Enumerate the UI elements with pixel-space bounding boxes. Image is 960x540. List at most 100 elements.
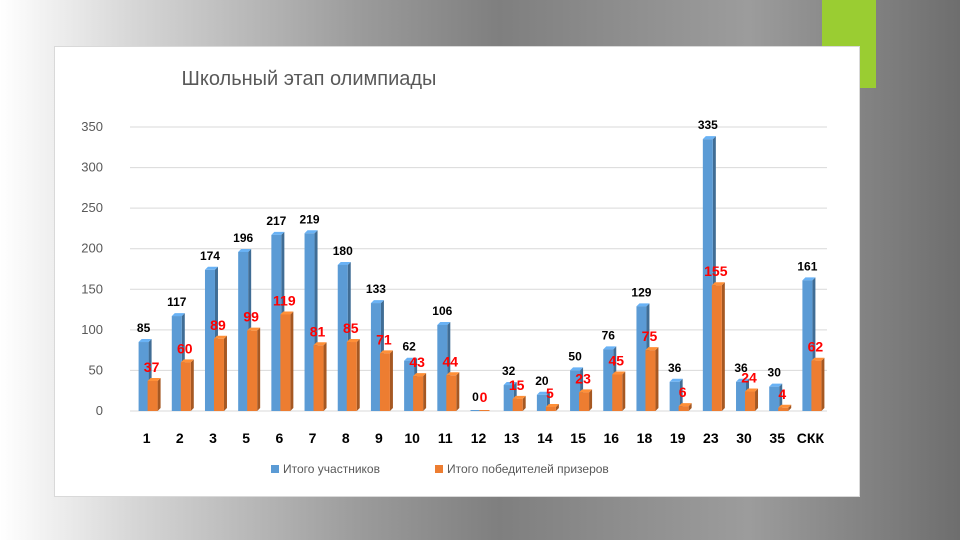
bar-winners [379,350,393,411]
data-label-participants: 335 [698,118,718,132]
bar-winners [745,388,759,411]
legend: Итого участников Итого победителей призе… [271,462,609,476]
y-axis: 0 50 100 150 200 250 300 350 [81,119,103,418]
bar-winners [512,395,526,411]
bar-winners [612,371,626,411]
data-label-winners: 99 [243,309,259,325]
data-label-participants: 0 [472,390,479,404]
bar-winners [545,403,559,411]
x-tick-label: 5 [242,430,250,446]
x-tick-label: 23 [703,430,719,446]
data-label-winners: 5 [546,385,554,401]
bar-winners [579,389,593,411]
bar-winners [313,342,327,411]
x-tick-label: 9 [375,430,383,446]
data-label-winners: 23 [575,370,591,386]
data-label-participants: 50 [568,349,582,363]
data-label-winners: 81 [310,323,326,339]
data-label-participants: 217 [266,214,286,228]
data-label-participants: 117 [167,295,187,309]
bar-winners [645,347,659,411]
x-tick-label: 30 [736,430,752,446]
x-tick-label: 15 [570,430,586,446]
y-tick-label: 150 [81,281,103,296]
bar-winners [446,372,460,411]
data-label-participants: 76 [602,328,616,342]
x-tick-label: 10 [404,430,420,446]
data-label-winners: 45 [608,352,624,368]
data-label-participants: 62 [402,340,416,354]
x-tick-label: 18 [637,430,653,446]
x-tick-label: 7 [309,430,317,446]
bar-winners [711,282,725,411]
data-label-winners: 75 [642,328,658,344]
y-tick-label: 250 [81,200,103,215]
data-label-participants: 30 [768,366,782,380]
bar-winners [678,403,692,411]
y-tick-label: 50 [89,362,103,377]
data-label-winners: 44 [443,353,459,369]
legend-swatch-winners [435,465,443,473]
x-tick-label: 35 [769,430,785,446]
data-label-winners: 24 [741,370,757,386]
data-label-winners: 43 [409,354,425,370]
data-label-winners: 89 [210,317,226,333]
bar-participants [470,410,481,411]
bar-winners [479,410,490,411]
bar-winners [778,404,792,411]
x-tick-label: 1 [143,430,151,446]
x-tick-label: 13 [504,430,520,446]
x-tick-label: 6 [275,430,283,446]
y-tick-label: 0 [96,403,103,418]
data-label-participants: 133 [366,282,386,296]
x-tick-label: 12 [471,430,487,446]
legend-label-winners: Итого победителей призеров [447,462,609,476]
data-label-winners: 71 [376,331,392,347]
data-label-winners: 85 [343,320,359,336]
data-label-participants: 129 [631,285,651,299]
data-label-winners: 15 [509,377,525,393]
bar-participants [769,383,783,411]
bar-winners [413,373,427,411]
bar-winners [180,359,194,411]
y-tick-label: 300 [81,160,103,175]
y-tick-label: 200 [81,241,103,256]
data-label-winners: 60 [177,340,193,356]
data-label-winners: 155 [704,263,728,279]
bar-winners [247,327,261,411]
data-label-winners: 119 [273,292,296,308]
x-tick-label: 2 [176,430,184,446]
y-tick-label: 350 [81,119,103,134]
x-tick-label: СКК [797,430,825,446]
bar-participants [669,378,683,411]
data-label-winners: 37 [144,359,160,375]
data-label-participants: 36 [734,361,748,375]
bar-winners [346,339,360,411]
x-axis: 1 2 3 5 6 7 8 9 10 11 12 13 14 15 16 18 19 23 30 35 СКК [143,430,825,446]
chart-title: Школьный этап олимпиады [182,68,437,90]
data-label-winners: 0 [480,389,488,405]
data-label-participants: 36 [668,361,682,375]
data-label-participants: 174 [200,249,220,263]
data-label-participants: 20 [535,374,549,388]
bar-chart: Школьный этап олимпиады 0501001502002503… [81,68,827,476]
bar-winners [280,311,294,411]
legend-swatch-participants [271,465,279,473]
data-label-participants: 219 [300,212,320,226]
x-tick-label: 8 [342,430,350,446]
data-label-participants: 196 [233,231,253,245]
x-tick-label: 19 [670,430,686,446]
bar-winners [147,377,161,411]
data-label-participants: 161 [797,259,817,273]
data-label-participants: 32 [502,364,516,378]
data-label-winners: 62 [808,339,824,355]
data-label-winners: 6 [679,384,687,400]
x-tick-label: 14 [537,430,553,446]
legend-label-participants: Итого участников [283,462,380,476]
bar-winners [811,357,825,411]
chart-card: Школьный этап олимпиады 0 50 100 150 200 250 3… [54,46,860,497]
data-label-winners: 4 [778,386,786,402]
data-label-participants: 85 [137,321,151,335]
x-tick-label: 16 [603,430,619,446]
x-tick-label: 3 [209,430,217,446]
